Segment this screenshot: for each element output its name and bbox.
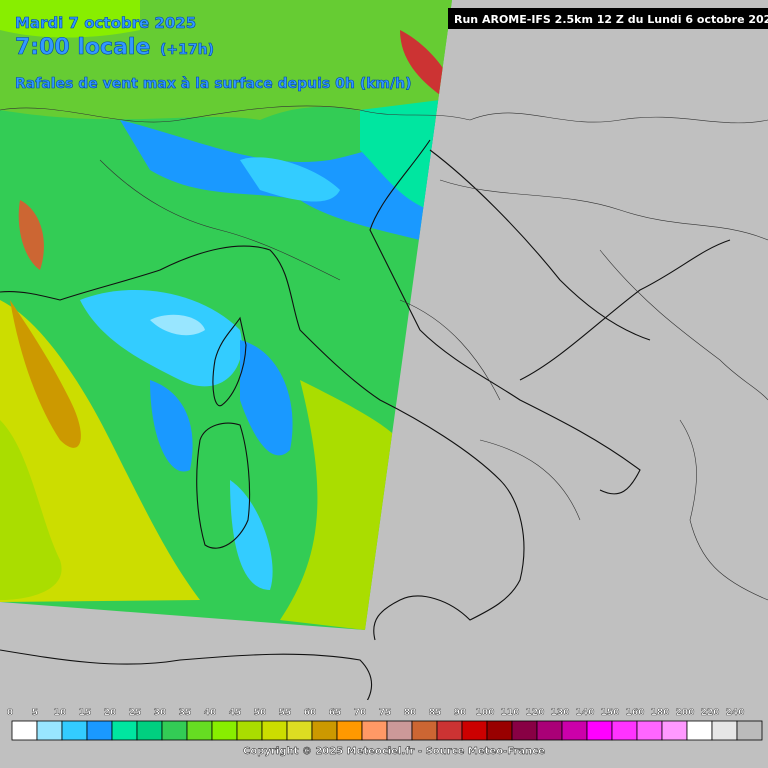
legend-swatch xyxy=(736,720,763,741)
legend-swatch xyxy=(261,720,288,741)
forecast-date: Mardi 7 octobre 2025 xyxy=(15,14,196,32)
legend-swatch xyxy=(211,720,238,741)
legend-swatch xyxy=(686,720,713,741)
legend-swatch xyxy=(236,720,263,741)
legend-swatch xyxy=(186,720,213,741)
legend-swatch xyxy=(36,720,63,741)
legend-tick-label: 85 xyxy=(429,708,442,718)
legend-swatch xyxy=(61,720,88,741)
legend-swatch xyxy=(386,720,413,741)
legend-tick-label: 90 xyxy=(454,708,467,718)
legend-swatch xyxy=(611,720,638,741)
legend-swatch xyxy=(136,720,163,741)
run-info: Run AROME-IFS 2.5km 12 Z du Lundi 6 octo… xyxy=(454,13,768,26)
legend-swatch xyxy=(86,720,113,741)
legend-tick-label: 75 xyxy=(379,708,392,718)
run-box xyxy=(448,8,768,29)
legend-tick-label: 5 xyxy=(32,708,38,718)
legend-tick-label: 100 xyxy=(476,708,495,718)
lead-time: (+17h) xyxy=(160,42,214,58)
legend-swatch xyxy=(561,720,588,741)
legend-tick-label: 10 xyxy=(54,708,67,718)
legend-swatch xyxy=(486,720,513,741)
legend-tick-label: 240 xyxy=(726,708,745,718)
legend-swatch xyxy=(161,720,188,741)
legend-tick-label: 40 xyxy=(204,708,217,718)
legend-tick-label: 55 xyxy=(279,708,292,718)
legend-tick-label: 130 xyxy=(551,708,570,718)
legend-swatch xyxy=(711,720,738,741)
legend-swatch xyxy=(311,720,338,741)
legend-swatch xyxy=(536,720,563,741)
legend-tick-label: 15 xyxy=(79,708,92,718)
legend-tick-label: 180 xyxy=(651,708,670,718)
legend-swatch xyxy=(411,720,438,741)
legend-tick-label: 30 xyxy=(154,708,167,718)
legend-tick-label: 0 xyxy=(7,708,13,718)
legend-tick-label: 45 xyxy=(229,708,242,718)
legend-tick-label: 150 xyxy=(601,708,620,718)
legend-tick-label: 65 xyxy=(329,708,342,718)
legend-swatch xyxy=(461,720,488,741)
legend-swatch xyxy=(11,720,38,741)
legend-swatch xyxy=(361,720,388,741)
legend-swatch xyxy=(511,720,538,741)
legend-swatch xyxy=(336,720,363,741)
legend-swatch xyxy=(286,720,313,741)
legend-tick-label: 70 xyxy=(354,708,367,718)
legend-tick-label: 200 xyxy=(676,708,695,718)
legend-swatch xyxy=(111,720,138,741)
legend-tick-label: 220 xyxy=(701,708,720,718)
legend-swatch xyxy=(636,720,663,741)
borders xyxy=(0,105,768,601)
forecast-time: 7:00 locale xyxy=(15,35,150,60)
legend-tick-label: 160 xyxy=(626,708,645,718)
legend-tick-label: 140 xyxy=(576,708,595,718)
legend-swatch xyxy=(661,720,688,741)
legend-tick-label: 20 xyxy=(104,708,117,718)
coastlines xyxy=(0,139,731,711)
wind-field xyxy=(0,0,452,630)
legend-tick-label: 35 xyxy=(179,708,192,718)
legend-tick-label: 25 xyxy=(129,708,142,718)
legend-tick-label: 80 xyxy=(404,708,417,718)
parameter-title: Rafales de vent max à la surface depuis … xyxy=(15,76,411,92)
copyright: Copyright © 2025 Meteociel.fr - Source M… xyxy=(243,746,545,757)
legend-tick-label: 60 xyxy=(304,708,317,718)
legend-swatch xyxy=(586,720,613,741)
legend-tick-label: 120 xyxy=(526,708,545,718)
legend-tick-label: 50 xyxy=(254,708,267,718)
legend: 0 5 10 15 20 25 30 35 40 45 50 55 60 65 70 75 80 85 90 100 1… xyxy=(7,708,763,741)
legend-tick-label: 110 xyxy=(501,708,520,718)
legend-swatch xyxy=(436,720,463,741)
